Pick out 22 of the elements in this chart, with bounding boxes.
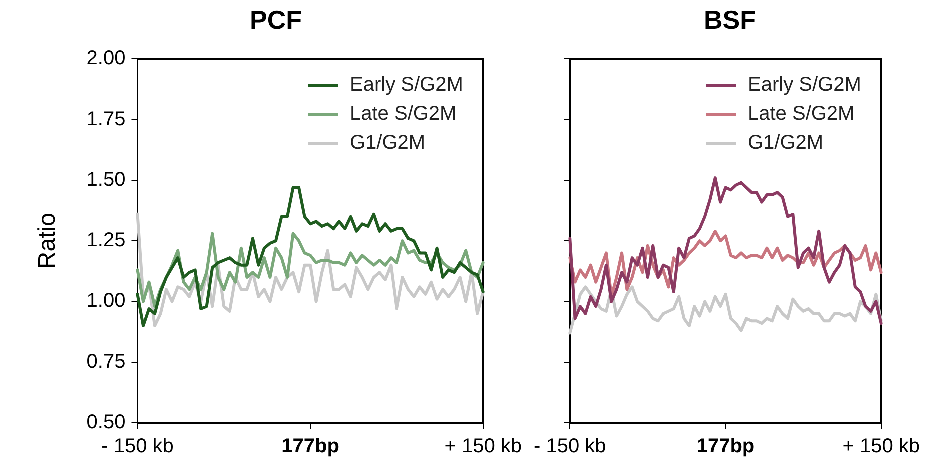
- x-tick-label: 177bp: [282, 436, 340, 458]
- y-tick-label: 1.00: [86, 290, 126, 312]
- legend-label: Late S/G2M: [350, 103, 457, 126]
- y-tick-label: 0.50: [86, 412, 126, 434]
- chart-title: BSF: [704, 4, 756, 35]
- legend-label: Early S/G2M: [350, 74, 464, 96]
- x-tick-label: 177bp: [696, 436, 755, 458]
- legend-label: Early S/G2M: [748, 74, 862, 96]
- legend-label: Late S/G2M: [748, 103, 855, 126]
- y-tick-label: 2.00: [86, 48, 126, 70]
- y-tick-label: 1.75: [86, 108, 126, 130]
- x-tick-label: + 150 kb: [444, 436, 522, 458]
- x-tick-label: - 150 kb: [534, 436, 606, 458]
- y-tick-label: 1.50: [86, 168, 126, 191]
- x-tick-label: + 150 kb: [842, 436, 920, 458]
- y-tick-label: 1.25: [86, 230, 126, 252]
- y-axis-title: Ratio: [34, 213, 62, 270]
- x-tick-label: - 150 kb: [102, 436, 174, 458]
- legend-label: G1/G2M: [350, 132, 426, 154]
- y-tick-label: 0.75: [86, 350, 126, 373]
- legend-label: G1/G2M: [748, 132, 824, 154]
- chart-title: PCF: [250, 4, 302, 35]
